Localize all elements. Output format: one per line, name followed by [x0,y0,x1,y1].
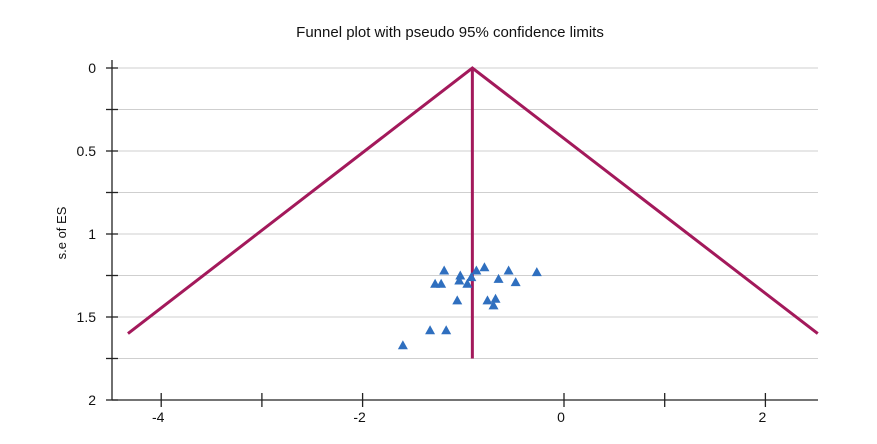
data-point-triangle [510,277,521,287]
data-point-triangle [441,325,452,335]
x-tick-label: 0 [557,409,565,425]
data-point-triangle [439,265,450,275]
y-tick-label: 0 [88,60,96,76]
data-point-triangle [471,265,482,275]
x-tick-label: -2 [353,409,366,425]
data-point-triangle [503,265,514,275]
data-point-triangle [482,295,493,305]
data-point-triangle [452,295,463,305]
data-point-triangle [425,325,436,335]
data-point-triangle [479,262,490,272]
x-tick-label: 2 [759,409,767,425]
data-point-triangle [397,340,408,350]
y-tick-label: 1 [88,226,96,242]
axes: 0 0.5 1 1.5 2 -4 -2 0 2 [77,60,818,425]
data-point-triangle [436,278,447,288]
x-tick-label: -4 [152,409,165,425]
data-points [397,262,542,350]
funnel-lines [127,66,819,359]
data-point-triangle [462,278,473,288]
y-tick-label: 2 [88,392,96,408]
y-tick-label: 1.5 [77,309,97,325]
data-point-triangle [466,272,477,282]
data-point-triangle [531,267,542,277]
data-point-triangle [493,273,504,283]
chart-title: Funnel plot with pseudo 95% confidence l… [296,24,604,41]
grid [112,67,818,359]
data-point-triangle [454,275,465,285]
y-tick-label: 0.5 [77,143,97,159]
data-point-triangle [455,270,466,280]
data-point-triangle [490,293,501,303]
y-axis-title: s.e of ES [54,206,69,259]
data-point-triangle [488,300,499,310]
